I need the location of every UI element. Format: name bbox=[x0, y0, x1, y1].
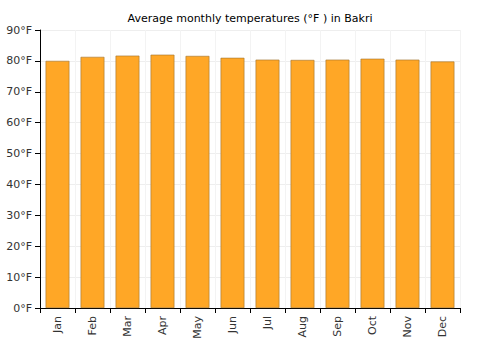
svg-text:Dec: Dec bbox=[436, 316, 449, 337]
svg-text:Jul: Jul bbox=[261, 316, 274, 330]
svg-text:30°F: 30°F bbox=[6, 209, 32, 222]
svg-text:40°F: 40°F bbox=[6, 178, 32, 191]
svg-text:Feb: Feb bbox=[86, 316, 99, 335]
svg-text:Jun: Jun bbox=[226, 316, 239, 334]
svg-text:Mar: Mar bbox=[121, 316, 134, 337]
svg-text:80°F: 80°F bbox=[6, 54, 32, 67]
svg-text:20°F: 20°F bbox=[6, 240, 32, 253]
svg-text:Sep: Sep bbox=[331, 316, 344, 337]
svg-text:50°F: 50°F bbox=[6, 147, 32, 160]
svg-text:May: May bbox=[191, 316, 204, 339]
svg-text:Jan: Jan bbox=[51, 316, 64, 334]
svg-text:0°F: 0°F bbox=[13, 302, 32, 315]
svg-text:Aug: Aug bbox=[296, 316, 309, 337]
svg-text:60°F: 60°F bbox=[6, 116, 32, 129]
svg-text:Nov: Nov bbox=[401, 316, 414, 338]
svg-text:70°F: 70°F bbox=[6, 85, 32, 98]
svg-text:Oct: Oct bbox=[366, 315, 379, 335]
svg-text:Apr: Apr bbox=[156, 316, 169, 336]
svg-text:Average monthly temperatures (: Average monthly temperatures (°F ) in Ba… bbox=[128, 12, 373, 25]
svg-text:90°F: 90°F bbox=[6, 24, 32, 37]
svg-text:10°F: 10°F bbox=[6, 271, 32, 284]
